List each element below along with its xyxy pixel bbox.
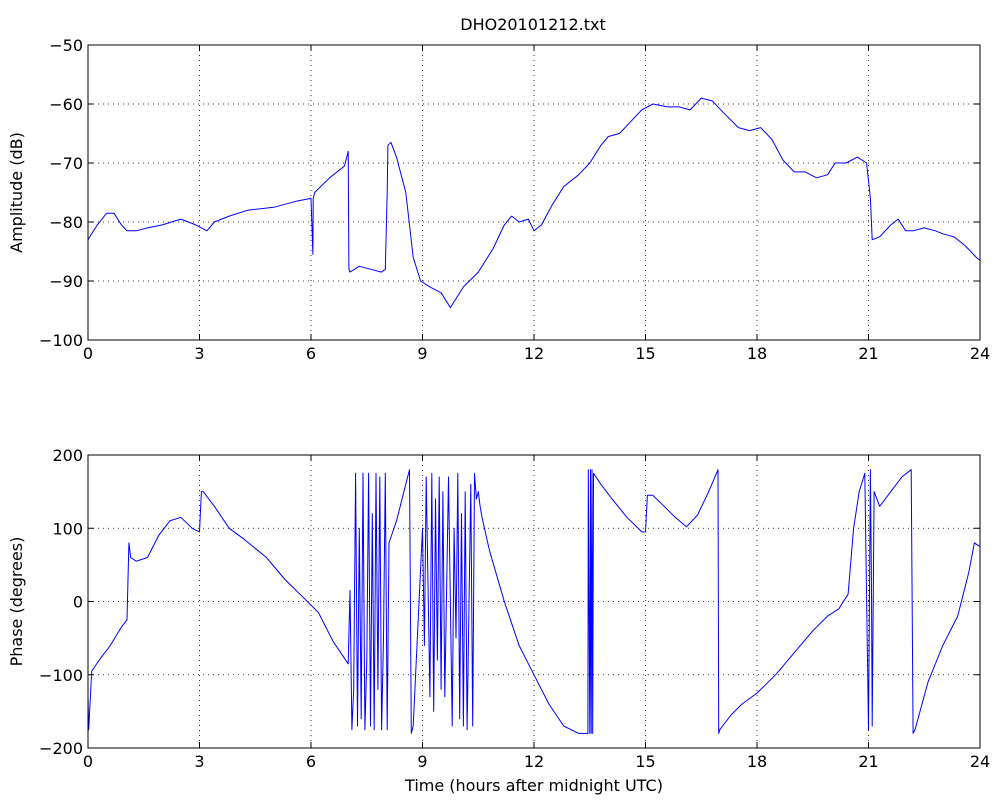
amplitude-x-tick-label: 9 <box>417 344 427 363</box>
amplitude-x-tick-label: 24 <box>970 344 990 363</box>
amplitude-y-tick-label: −70 <box>49 154 83 173</box>
phase-y-tick-label: 0 <box>73 593 83 612</box>
amplitude-x-tick-label: 0 <box>83 344 93 363</box>
amplitude-series-line <box>87 97 981 309</box>
phase-x-tick-label: 12 <box>524 752 544 771</box>
phase-y-tick-label: 100 <box>52 519 83 538</box>
amplitude-y-axis-label: Amplitude (dB) <box>7 132 26 253</box>
phase-x-tick-label: 18 <box>747 752 767 771</box>
amplitude-x-tick-label: 6 <box>306 344 316 363</box>
amplitude-y-tick-label: −60 <box>49 95 83 114</box>
amplitude-y-tick-label: −100 <box>39 331 83 350</box>
amplitude-x-tick-label: 12 <box>524 344 544 363</box>
phase-x-tick-label: 9 <box>417 752 427 771</box>
phase-y-tick-label: −100 <box>39 666 83 685</box>
phase-y-tick-label: −200 <box>39 739 83 758</box>
amplitude-y-tick-label: −50 <box>49 36 83 55</box>
phase-y-axis-label: Phase (degrees) <box>7 537 26 667</box>
amplitude-y-tick-label: −80 <box>49 213 83 232</box>
phase-x-tick-label: 0 <box>83 752 93 771</box>
phase-x-tick-label: 15 <box>635 752 655 771</box>
amplitude-chart: 0 3 6 9 12 15 18 21 24 −100 −90 −80 −70 −60 −50 Amplitu… <box>7 36 990 363</box>
figure-title: DHO20101212.txt <box>460 15 605 34</box>
phase-x-tick-label: 3 <box>194 752 204 771</box>
phase-series-line <box>87 469 981 734</box>
phase-chart: 0 3 6 9 12 15 18 21 24 −200 −100 0 100 200 Phase (degr… <box>7 446 990 795</box>
amplitude-x-tick-label: 18 <box>747 344 767 363</box>
amplitude-x-tick-label: 21 <box>858 344 878 363</box>
amplitude-y-tick-label: −90 <box>49 272 83 291</box>
phase-y-tick-label: 200 <box>52 446 83 465</box>
phase-x-tick-label: 24 <box>970 752 990 771</box>
phase-x-tick-label: 6 <box>306 752 316 771</box>
phase-x-axis-label: Time (hours after midnight UTC) <box>404 776 663 795</box>
amplitude-x-tick-label: 15 <box>635 344 655 363</box>
phase-x-tick-label: 21 <box>858 752 878 771</box>
amplitude-x-tick-label: 3 <box>194 344 204 363</box>
